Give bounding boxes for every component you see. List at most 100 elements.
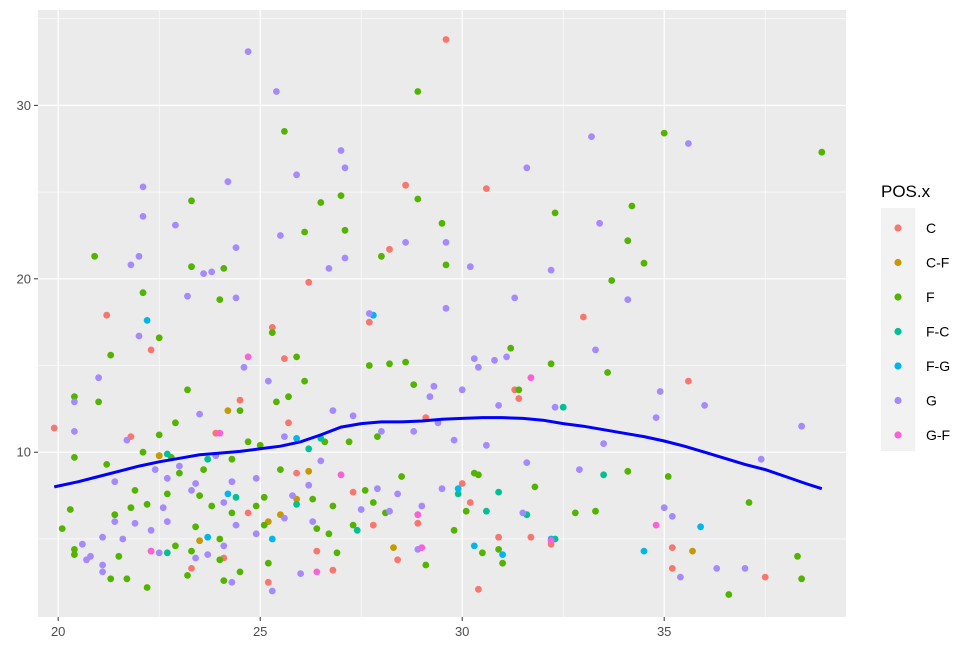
data-point-f — [95, 398, 102, 406]
data-point-c-f — [689, 547, 696, 555]
data-point-g — [293, 171, 300, 179]
data-point-c — [281, 355, 288, 362]
data-point-f — [624, 237, 632, 245]
x-tick-label: 30 — [455, 624, 469, 639]
data-point-f — [309, 495, 317, 503]
data-point-g — [677, 573, 684, 581]
data-point-g — [551, 403, 559, 411]
data-point-c — [414, 519, 422, 527]
data-point-g — [503, 353, 510, 361]
data-point-f — [127, 504, 135, 512]
data-point-g-f — [418, 544, 426, 551]
data-point-g — [450, 436, 458, 444]
data-point-g — [159, 504, 167, 512]
data-point-c — [495, 533, 502, 541]
data-point-g — [111, 478, 119, 486]
data-point-f-g — [470, 542, 478, 550]
data-point-g — [701, 402, 708, 409]
data-point-f — [398, 473, 405, 480]
data-point-g — [491, 356, 498, 364]
data-point-f — [220, 265, 228, 272]
data-point-f — [325, 530, 333, 538]
data-point-c — [527, 533, 535, 541]
data-point-g — [172, 221, 179, 229]
data-point-c — [394, 556, 401, 564]
data-point-g — [741, 565, 749, 572]
data-point-g — [596, 219, 603, 227]
data-point-f — [798, 575, 805, 583]
data-point-f — [188, 547, 195, 555]
data-point-g — [656, 388, 664, 395]
data-point-f-g — [454, 485, 462, 493]
data-point-f — [216, 296, 224, 303]
y-tick-label: 20 — [17, 271, 31, 286]
data-point-f — [628, 202, 636, 210]
data-point-g — [349, 412, 357, 420]
data-point-g — [79, 540, 86, 548]
data-point-f — [333, 549, 341, 557]
data-point-f — [438, 219, 446, 227]
data-point-g — [135, 252, 143, 260]
data-point-f — [71, 454, 78, 461]
data-point-g — [442, 239, 450, 246]
data-point-g — [374, 485, 381, 493]
data-point-g — [470, 355, 478, 362]
data-point-g-f — [337, 471, 345, 479]
data-point-g — [519, 509, 527, 517]
data-point-g — [410, 428, 418, 435]
data-point-g — [252, 530, 260, 538]
data-point-f-c — [454, 490, 462, 498]
data-point-f — [196, 492, 204, 499]
data-point-c-f — [196, 537, 204, 545]
data-point-f — [208, 502, 216, 510]
data-point-c — [685, 377, 692, 385]
data-point-f — [301, 377, 308, 385]
data-point-g — [123, 436, 131, 444]
data-point-f — [571, 509, 579, 517]
data-point-f — [260, 493, 268, 501]
data-point-f — [414, 88, 422, 95]
data-point-g — [163, 474, 171, 482]
data-point-f-c — [232, 493, 240, 501]
data-point-f — [236, 568, 244, 576]
legend: POS.x C C-F F F-C F-G G G-F — [881, 182, 950, 451]
data-point-f — [369, 499, 377, 506]
data-point-f — [281, 127, 288, 135]
data-point-f — [422, 561, 430, 569]
data-point-f-g — [268, 535, 276, 543]
data-point-f — [374, 433, 381, 440]
data-point-g — [200, 270, 208, 277]
data-point-f — [495, 546, 502, 553]
legend-label: C — [926, 220, 936, 236]
data-point-g — [426, 393, 434, 401]
data-point-c — [264, 578, 272, 586]
data-point-f — [462, 507, 470, 515]
data-point-g — [208, 268, 216, 276]
data-point-g — [220, 542, 228, 550]
data-point-g — [357, 506, 365, 513]
data-point-g — [600, 440, 607, 447]
data-point-g — [475, 363, 482, 371]
data-point-f — [172, 542, 179, 550]
data-point-f — [188, 263, 195, 271]
data-point-g-f — [547, 537, 555, 545]
data-point-g — [495, 402, 502, 409]
data-point-g — [139, 183, 147, 191]
data-point-g — [99, 561, 106, 569]
data-point-g — [220, 499, 228, 506]
data-point-f — [301, 228, 308, 236]
data-point-g — [281, 514, 288, 522]
data-point-g — [317, 457, 325, 465]
data-point-f — [329, 502, 337, 510]
data-point-g — [268, 587, 276, 595]
data-point-g — [176, 462, 183, 470]
data-point-c-f — [155, 452, 163, 460]
data-point-g — [95, 374, 102, 382]
data-point-g-f — [527, 374, 535, 382]
data-point-f — [277, 466, 284, 473]
data-point-g — [119, 535, 127, 543]
data-point-f — [200, 466, 208, 473]
data-point-f — [624, 467, 632, 475]
legend-key-c — [894, 224, 902, 232]
data-point-g-f — [652, 521, 660, 529]
